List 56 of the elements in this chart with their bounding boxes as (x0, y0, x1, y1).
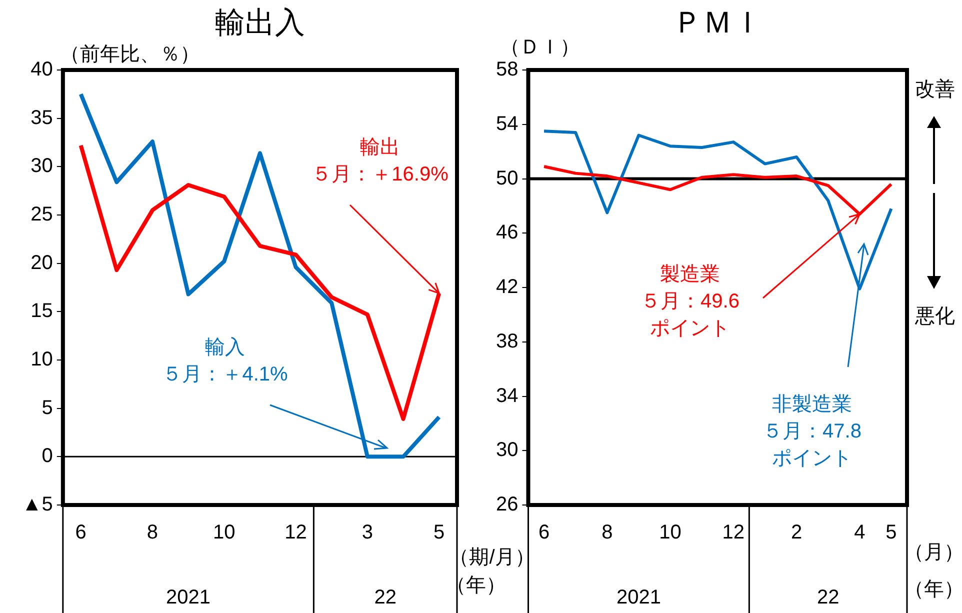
y-tick-label: 5 (42, 396, 53, 419)
y-tick-label: 10 (30, 348, 53, 371)
x-tick-label: 5 (434, 522, 445, 544)
y-tick-label: 50 (496, 167, 518, 190)
annotation: ５月：49.6 (640, 290, 740, 313)
x-tick-label: 10 (213, 522, 236, 544)
x-tick-label: 12 (722, 522, 745, 544)
text: 22 (374, 586, 396, 609)
text: 悪化 (914, 306, 955, 328)
x-tick-label: 6 (538, 522, 550, 544)
text: （年） (904, 578, 962, 601)
y-tick-label: 38 (496, 330, 518, 352)
y-tick-label: 58 (496, 58, 518, 81)
y-tick-label: 15 (30, 300, 53, 322)
y-tick-label: 30 (496, 439, 518, 462)
y-tick-label: 30 (30, 155, 53, 178)
chart-title: ＰＭＩ (672, 6, 763, 40)
annotation: ５月：47.8 (762, 420, 862, 443)
text: 2021 (166, 586, 211, 609)
y-axis-title: （ＤＩ） (500, 36, 580, 59)
x-tick-label: 5 (886, 522, 897, 544)
x-axis-title: （期/月） (449, 546, 535, 569)
y-tick-label: 42 (496, 276, 518, 298)
annotation: ５月：＋16.9% (312, 164, 449, 186)
y-tick-label: 0 (42, 445, 53, 468)
y-tick-label: 20 (30, 252, 53, 274)
y-tick-label: ▲5 (22, 494, 53, 516)
x-tick-label: 10 (659, 522, 682, 544)
y-tick-label: 34 (496, 384, 518, 407)
y-tick-label: 54 (496, 112, 518, 135)
text: 22 (816, 586, 840, 609)
x-axis-title: （月） (904, 542, 962, 564)
text: 改善 (915, 78, 955, 101)
x-tick-label: 4 (854, 522, 866, 544)
y-tick-label: 40 (30, 58, 53, 81)
annotation: ポイント (650, 318, 730, 340)
x-tick-label: 2 (790, 522, 802, 544)
y-tick-label: 35 (30, 106, 53, 129)
x-tick-label: 8 (146, 522, 158, 544)
y-tick-label: 25 (30, 204, 53, 226)
annotation: ポイント (772, 448, 852, 470)
x-tick-label: 12 (284, 522, 307, 544)
y-tick-label: 46 (496, 222, 518, 244)
x-tick-label: 6 (75, 522, 86, 544)
chart-title: 輸出入 (214, 6, 305, 40)
text: （年） (446, 574, 506, 597)
y-axis-title: （前年比、％） (60, 44, 200, 66)
annotation: 輸出 (360, 136, 400, 159)
x-tick-label: 8 (602, 522, 613, 544)
annotation: 非製造業 (772, 394, 852, 416)
annotation: ５月：＋4.1% (162, 364, 288, 386)
y-tick-label: 26 (496, 494, 518, 516)
annotation: 輸入 (205, 336, 245, 359)
x-tick-label: 3 (362, 522, 373, 544)
annotation: 製造業 (660, 264, 720, 286)
text: 2021 (616, 586, 661, 609)
